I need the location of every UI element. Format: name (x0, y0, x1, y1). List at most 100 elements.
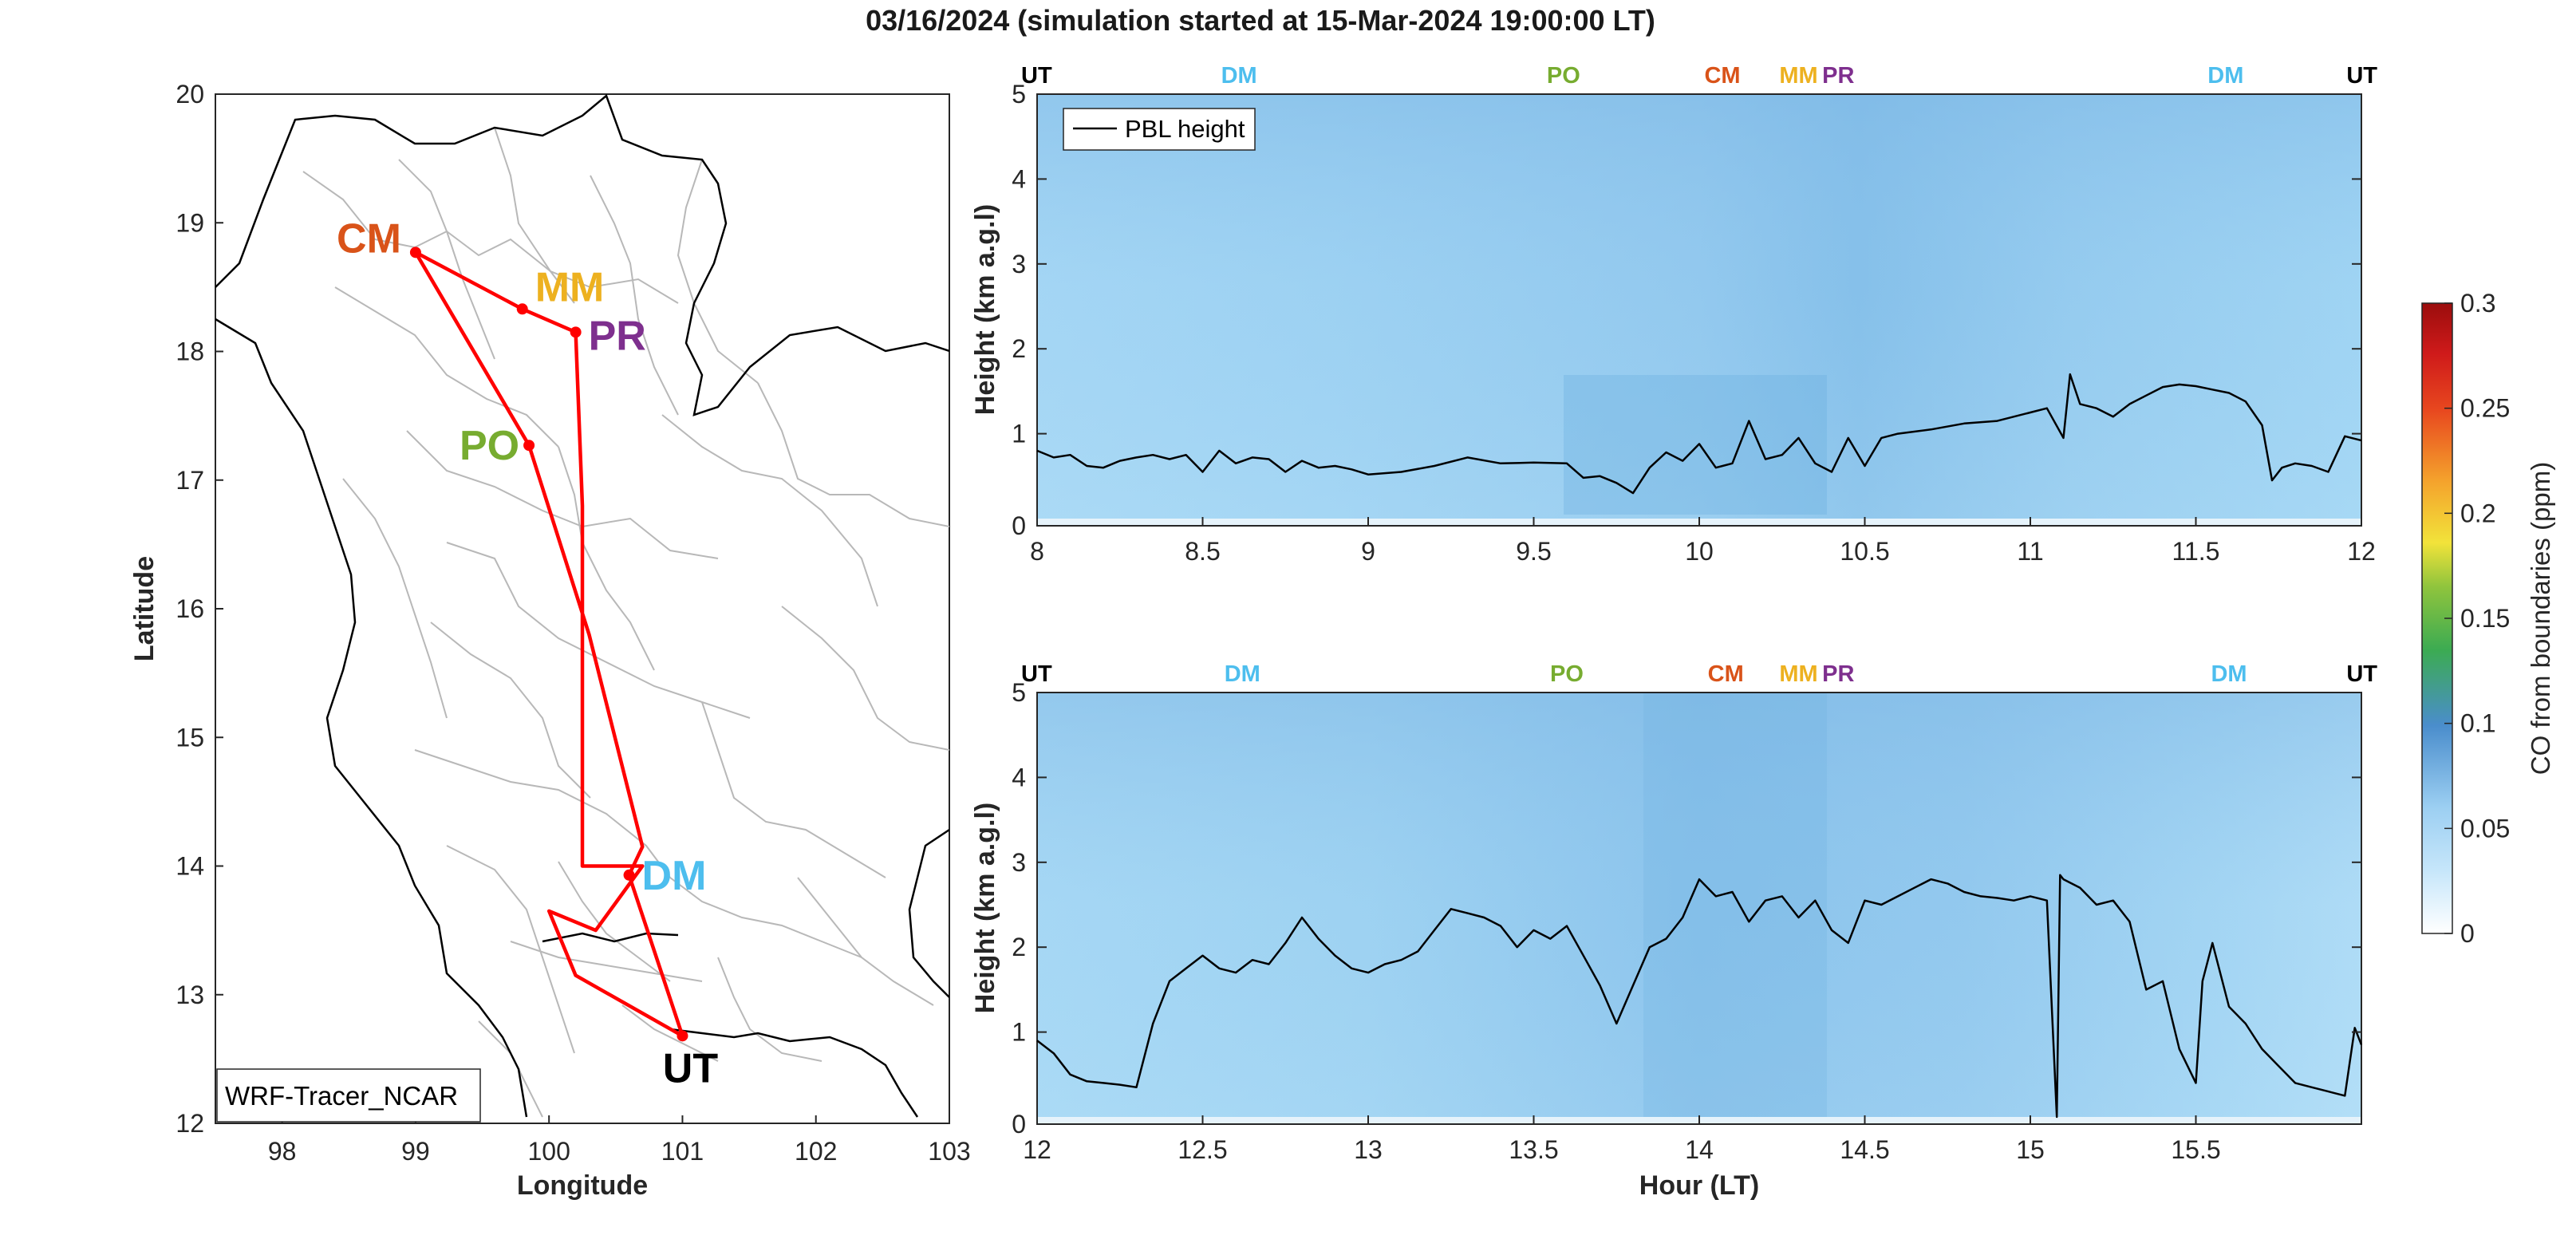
top-marker-mm: MM (1779, 63, 1817, 89)
top-marker-pr: PR (1822, 661, 1854, 687)
site-label-pr: PR (589, 313, 646, 359)
heatmap-2-y-tick-label: 0 (1012, 1110, 1026, 1138)
top-marker-cm: CM (1708, 661, 1744, 687)
map-y-tick-label: 20 (176, 80, 204, 109)
colorbar: 0 0.05 0.1 0.15 0.2 0.25 0.3 CO from boundarie… (2421, 289, 2555, 948)
top-marker-pr: PR (1822, 63, 1854, 89)
colorbar-label: CO from boundaries (ppm) (2526, 462, 2555, 775)
heatmap-2-x-tick-label: 13.5 (1509, 1135, 1558, 1164)
map-y-tick-label: 18 (176, 337, 204, 366)
heatmap-2-y-ticks: 0 1 2 3 4 5 (1012, 678, 2361, 1138)
top-marker-dm: DM (2211, 661, 2247, 687)
heatmap-2-x-tick-label: 15 (2016, 1135, 2045, 1164)
colorbar-tick-label: 0.15 (2460, 604, 2510, 633)
top-marker-ut: UT (2346, 63, 2377, 89)
heatmap-2-x-tick-label: 14 (1685, 1135, 1714, 1164)
heatmap-1-core (1564, 375, 1827, 515)
heatmap-1-x-tick-label: 10 (1685, 537, 1714, 566)
map-y-tick-label: 19 (176, 208, 204, 237)
heatmap-2-y-tick-label: 1 (1012, 1018, 1026, 1047)
heatmap-1-x-tick-label: 8.5 (1185, 537, 1220, 566)
heatmap-1-y-ticks: 0 1 2 3 4 5 (1012, 80, 2361, 540)
site-label-mm: MM (535, 264, 605, 310)
heatmap-1-y-tick-label: 5 (1012, 80, 1026, 109)
top-marker-dm: DM (1221, 63, 1257, 89)
heatmap-2-x-label: Hour (LT) (1639, 1170, 1759, 1201)
map-legend-box (216, 1068, 481, 1123)
heatmap-2-x-ticks: 12 12.5 13 13.5 14 14.5 15 15.5 (1023, 1115, 2221, 1164)
map-y-tick-label: 13 (176, 981, 204, 1009)
map-x-ticks: 98 99 100 101 102 103 (268, 1115, 971, 1166)
map-y-tick-label: 12 (176, 1109, 204, 1138)
heatmap-2-x-tick-label: 12.5 (1178, 1135, 1227, 1164)
map-legend-text: WRF-Tracer_NCAR (225, 1081, 458, 1111)
site-point-pr (570, 326, 582, 338)
site-point-mm (516, 303, 528, 315)
colorbar-tick-label: 0.05 (2460, 814, 2510, 843)
pbl-height-line-1 (1036, 373, 2362, 495)
country-border (215, 94, 949, 1118)
top-marker-ut: UT (2346, 661, 2377, 687)
heatmap-2-core (1643, 693, 1827, 1117)
map-y-ticks: 12 13 14 15 16 17 18 19 20 (176, 80, 223, 1138)
site-label-po: PO (460, 423, 519, 469)
heatmap-1-x-tick-label: 9.5 (1516, 537, 1551, 566)
heatmap-2-top-markers: UT DM PO CM MM PR DM UT (1021, 661, 2377, 687)
heatmap-1-x-tick-label: 12 (2347, 537, 2376, 566)
top-marker-cm: CM (1704, 63, 1740, 89)
pbl-height-line-2 (1036, 874, 2363, 1119)
map-y-tick-label: 14 (176, 852, 204, 881)
top-marker-ut: UT (1021, 63, 1052, 89)
heatmap-1-y-tick-label: 2 (1012, 334, 1026, 363)
map-x-tick-label: 102 (795, 1137, 837, 1166)
colorbar-tick-label: 0.2 (2460, 499, 2495, 527)
heatmap-1-x-tick-label: 9 (1361, 537, 1375, 566)
figure-title: 03/16/2024 (simulation started at 15-Mar… (866, 4, 1655, 37)
heatmap-2-x-tick-label: 12 (1023, 1135, 1051, 1164)
heatmap-1-x-tick-label: 8 (1030, 537, 1044, 566)
top-marker-po: PO (1547, 63, 1580, 89)
heatmap-2-y-label: Height (km a.g.l) (970, 803, 1000, 1013)
site-label-dm: DM (642, 853, 707, 899)
heatmap-2-y-tick-label: 3 (1012, 848, 1026, 877)
map-y-tick-label: 16 (176, 594, 204, 623)
heatmap-1-x-tick-label: 11 (2017, 537, 2043, 566)
heatmap-1-y-label: Height (km a.g.l) (970, 204, 1000, 415)
heatmap-2-x-tick-label: 13 (1354, 1135, 1383, 1164)
map-x-tick-label: 98 (268, 1137, 297, 1166)
top-marker-po: PO (1550, 661, 1584, 687)
map-y-tick-label: 15 (176, 723, 204, 752)
map-y-label: Latitude (129, 556, 160, 661)
map-x-tick-label: 101 (661, 1137, 704, 1166)
heatmap-1-y-tick-label: 3 (1012, 250, 1026, 278)
colorbar-tick-label: 0.25 (2460, 394, 2510, 423)
heatmap-2-y-tick-label: 2 (1012, 933, 1026, 961)
site-label-cm: CM (337, 215, 401, 262)
top-marker-ut: UT (1021, 661, 1052, 687)
site-point-po (523, 440, 535, 452)
heatmap-1-top-markers: UT DM PO CM MM PR DM UT (1021, 63, 2377, 89)
heatmap-1-x-tick-label: 11.5 (2172, 537, 2220, 566)
colorbar-tick-label: 0.3 (2460, 289, 2495, 318)
map-x-tick-label: 99 (401, 1137, 430, 1166)
colorbar-tick-label: 0.1 (2460, 709, 2495, 738)
map-x-tick-label: 100 (527, 1137, 570, 1166)
heatmap-1-x-tick-label: 10.5 (1840, 537, 1889, 566)
province-boundaries (302, 127, 949, 1118)
heatmap-2-x-tick-label: 14.5 (1840, 1135, 1889, 1164)
heatmap-1-y-tick-label: 4 (1012, 164, 1026, 193)
map-x-tick-label: 103 (928, 1137, 970, 1166)
colorbar-ticks: 0 0.05 0.1 0.15 0.2 0.25 0.3 (2444, 289, 2510, 948)
site-point-ut (677, 1030, 688, 1042)
heatmap-1-y-tick-label: 1 (1012, 420, 1026, 448)
heatmap-1-legend-label: PBL height (1125, 115, 1245, 143)
site-point-cm (409, 247, 421, 258)
top-marker-mm: MM (1779, 661, 1817, 687)
colorbar-tick-label: 0 (2460, 919, 2475, 948)
map-y-tick-label: 17 (176, 466, 204, 495)
heatmap-1-y-tick-label: 0 (1012, 511, 1026, 540)
